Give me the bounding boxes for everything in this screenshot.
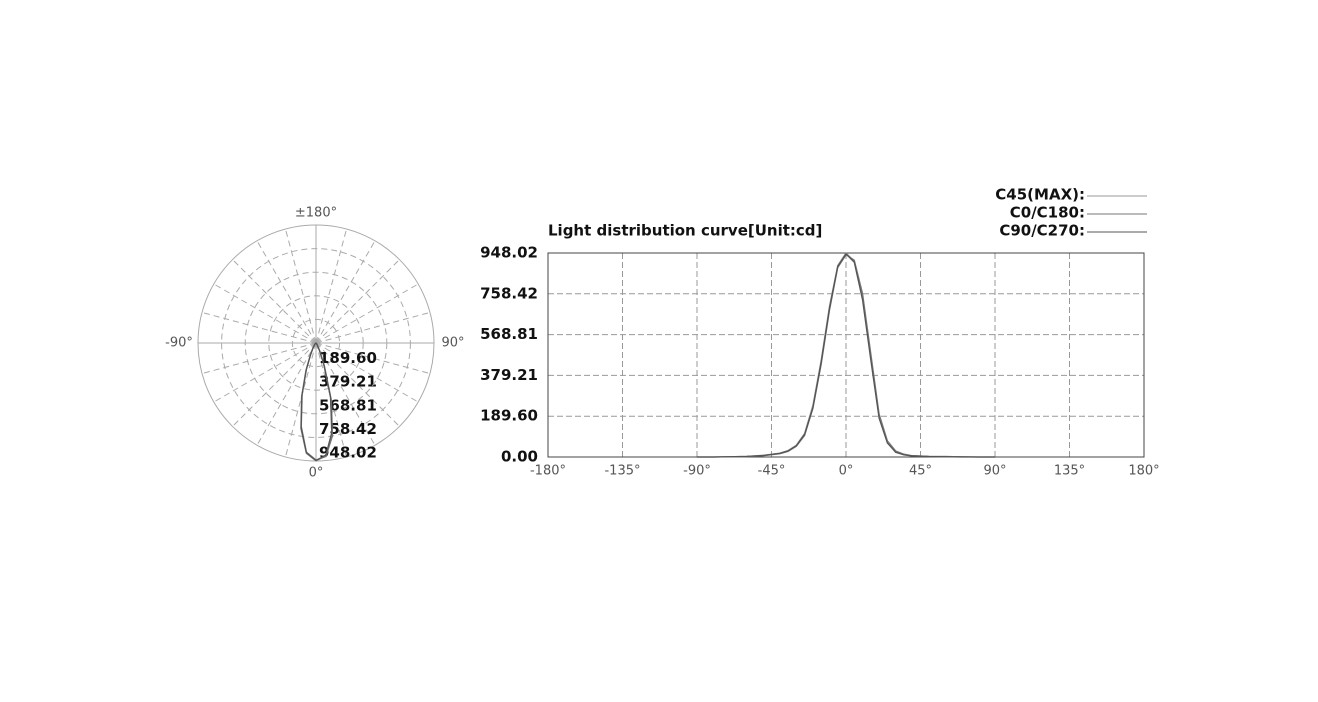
ring (291, 318, 341, 368)
angle-grid-line (284, 228, 317, 344)
x-tick-label: 135° (1054, 464, 1085, 479)
angle-grid-line (284, 342, 317, 458)
ring-label: 189.60 (319, 349, 377, 367)
x-tick-label: 45° (909, 464, 932, 479)
angle-grid-line (315, 259, 400, 344)
x-tick-label: -180° (530, 464, 566, 479)
legend-label: C0/C180: (1010, 204, 1085, 222)
angle-label: -90° (165, 336, 193, 351)
x-tick-label: -90° (683, 464, 711, 479)
legend-label: C90/C270: (999, 222, 1085, 240)
angle-label: ±180° (295, 206, 337, 221)
legend-label: C45(MAX): (995, 186, 1085, 204)
angle-grid-line (256, 240, 317, 344)
ring-label: 758.42 (319, 420, 377, 438)
angle-grid-line (213, 342, 317, 403)
ring (268, 295, 364, 391)
angle-grid-line (256, 342, 317, 446)
chart-title: Light distribution curve[Unit:cd] (548, 222, 822, 240)
angle-label: 0° (309, 466, 324, 481)
y-tick-label: 0.00 (501, 448, 538, 466)
angle-grid-line (201, 311, 317, 344)
x-tick-label: 0° (839, 464, 854, 479)
angle-grid-line (315, 240, 376, 344)
x-tick-label: 180° (1128, 464, 1159, 479)
y-tick-label: 568.81 (480, 325, 538, 343)
ring (244, 271, 388, 415)
angle-label: 90° (441, 336, 464, 351)
y-tick-label: 948.02 (480, 244, 538, 262)
ring-label: 568.81 (319, 396, 377, 414)
angle-grid-line (213, 283, 317, 344)
angle-grid-line (232, 259, 317, 344)
polar-curve (300, 342, 333, 462)
x-tick-label: -135° (604, 464, 640, 479)
angle-grid-line (201, 342, 317, 375)
y-tick-label: 189.60 (480, 407, 538, 425)
ring-label: 379.21 (319, 373, 377, 391)
angle-grid-line (315, 311, 431, 344)
y-tick-label: 379.21 (480, 366, 538, 384)
angle-grid-line (315, 283, 419, 344)
angle-grid-line (315, 228, 348, 344)
x-tick-label: -45° (758, 464, 786, 479)
y-tick-label: 758.42 (480, 284, 538, 302)
ring-label: 948.02 (319, 444, 377, 462)
ring (221, 248, 411, 438)
x-tick-label: 90° (983, 464, 1006, 479)
line (697, 252, 995, 458)
